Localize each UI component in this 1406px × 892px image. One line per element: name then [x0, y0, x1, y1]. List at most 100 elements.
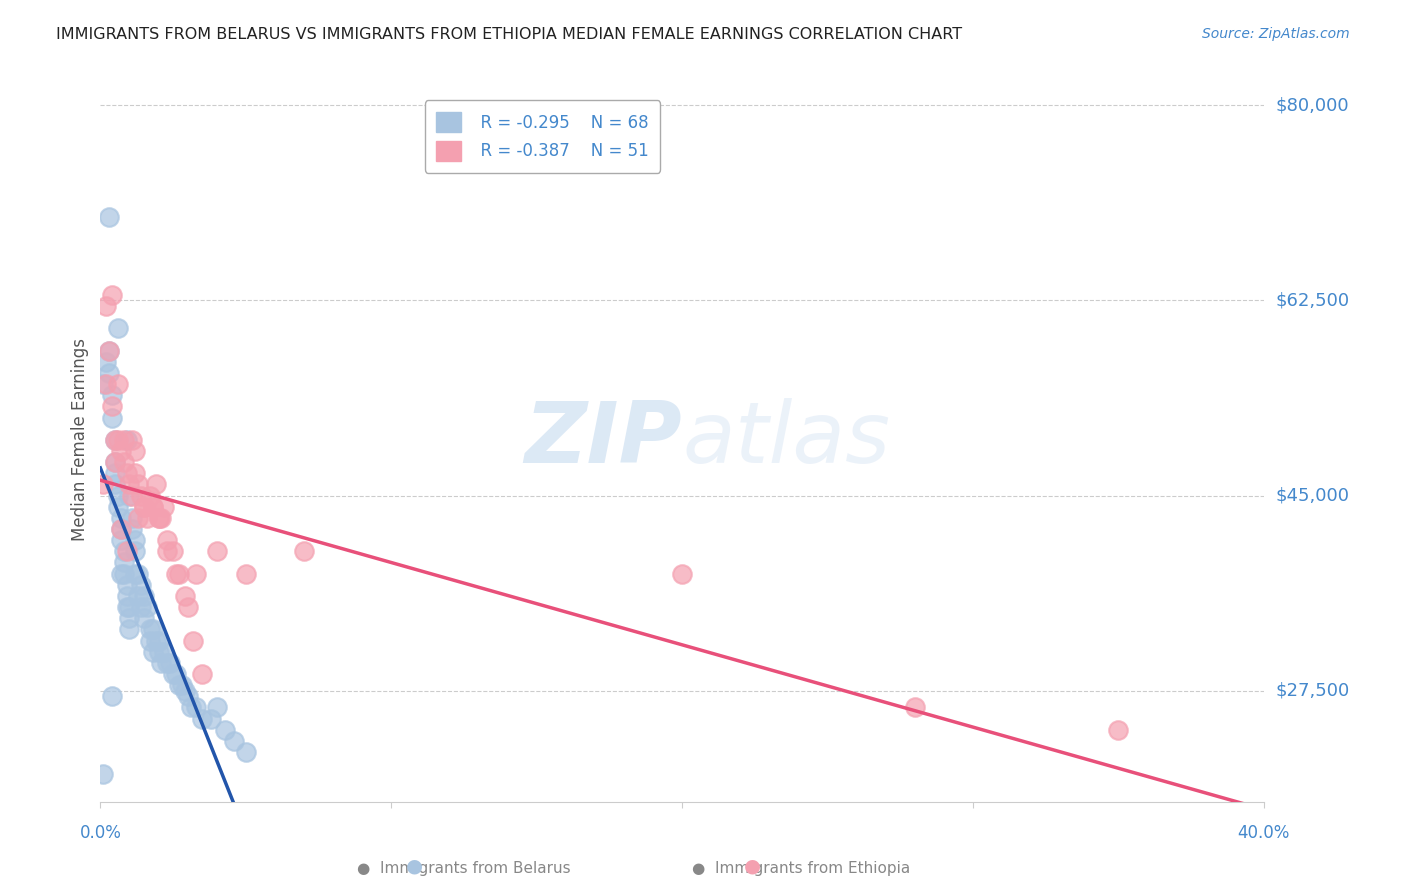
Point [235, 745, 257, 759]
Point [191, 712, 214, 726]
Point [104, 455, 127, 469]
Point [142, 645, 165, 659]
Point [170, 678, 193, 692]
Point [129, 600, 152, 615]
Point [205, 544, 228, 558]
Point [127, 566, 149, 581]
Point [110, 522, 132, 536]
Point [129, 578, 152, 592]
Point [145, 633, 167, 648]
Point [96, 355, 118, 369]
Point [101, 400, 124, 414]
Text: Source: ZipAtlas.com: Source: ZipAtlas.com [1202, 27, 1350, 41]
Point [104, 433, 127, 447]
Point [104, 433, 127, 447]
Point [904, 700, 927, 714]
Point [115, 544, 138, 558]
Point [115, 589, 138, 603]
Point [107, 321, 129, 335]
Point [132, 500, 155, 514]
Point [104, 467, 127, 481]
Point [139, 623, 162, 637]
Point [101, 288, 124, 302]
Point [162, 667, 184, 681]
Point [148, 511, 170, 525]
Point [127, 511, 149, 525]
Point [214, 723, 236, 737]
Point [200, 712, 222, 726]
Point [110, 566, 132, 581]
Point [115, 578, 138, 592]
Point [118, 477, 141, 491]
Point [150, 656, 173, 670]
Point [186, 700, 208, 714]
Point [124, 444, 146, 458]
Point [176, 690, 198, 704]
Point [115, 600, 138, 615]
Point [121, 511, 143, 525]
Text: ●  Immigrants from Ethiopia: ● Immigrants from Ethiopia [692, 861, 911, 876]
Point [110, 533, 132, 548]
Point [142, 500, 165, 514]
Point [110, 444, 132, 458]
Point [156, 533, 179, 548]
Point [107, 433, 129, 447]
Point [98, 366, 121, 380]
Text: ●: ● [744, 857, 761, 876]
Point [156, 656, 179, 670]
Point [292, 544, 315, 558]
Point [179, 700, 201, 714]
Point [101, 410, 124, 425]
Point [162, 544, 184, 558]
Text: $27,500: $27,500 [1275, 681, 1350, 699]
Point [165, 667, 187, 681]
Point [135, 511, 157, 525]
Text: atlas: atlas [682, 399, 890, 482]
Point [142, 500, 165, 514]
Point [127, 477, 149, 491]
Point [156, 544, 179, 558]
Point [121, 522, 143, 536]
Point [671, 566, 693, 581]
Point [104, 477, 127, 491]
Text: ZIP: ZIP [524, 399, 682, 482]
Point [224, 734, 246, 748]
Point [91, 377, 114, 392]
Text: 0.0%: 0.0% [79, 824, 121, 842]
Point [118, 623, 141, 637]
Text: 40.0%: 40.0% [1237, 824, 1289, 842]
Point [124, 566, 146, 581]
Point [167, 678, 190, 692]
Legend:   R = -0.295    N = 68,   R = -0.387    N = 51: R = -0.295 N = 68, R = -0.387 N = 51 [425, 100, 661, 172]
Point [132, 500, 155, 514]
Point [110, 511, 132, 525]
Point [191, 667, 214, 681]
Point [167, 566, 190, 581]
Point [98, 210, 121, 224]
Point [186, 566, 208, 581]
Point [183, 633, 205, 648]
Point [121, 489, 143, 503]
Point [173, 589, 195, 603]
Point [124, 467, 146, 481]
Point [91, 767, 114, 781]
Text: ●  Immigrants from Belarus: ● Immigrants from Belarus [357, 861, 571, 876]
Y-axis label: Median Female Earnings: Median Female Earnings [72, 338, 89, 541]
Point [107, 500, 129, 514]
Point [1107, 723, 1129, 737]
Point [118, 489, 141, 503]
Text: IMMIGRANTS FROM BELARUS VS IMMIGRANTS FROM ETHIOPIA MEDIAN FEMALE EARNINGS CORRE: IMMIGRANTS FROM BELARUS VS IMMIGRANTS FR… [56, 27, 962, 42]
Point [132, 611, 155, 625]
Point [153, 500, 176, 514]
Point [235, 566, 257, 581]
Point [132, 589, 155, 603]
Point [121, 433, 143, 447]
Point [91, 477, 114, 491]
Point [112, 556, 135, 570]
Point [139, 633, 162, 648]
Point [176, 600, 198, 615]
Point [112, 433, 135, 447]
Point [112, 544, 135, 558]
Point [148, 645, 170, 659]
Point [96, 299, 118, 313]
